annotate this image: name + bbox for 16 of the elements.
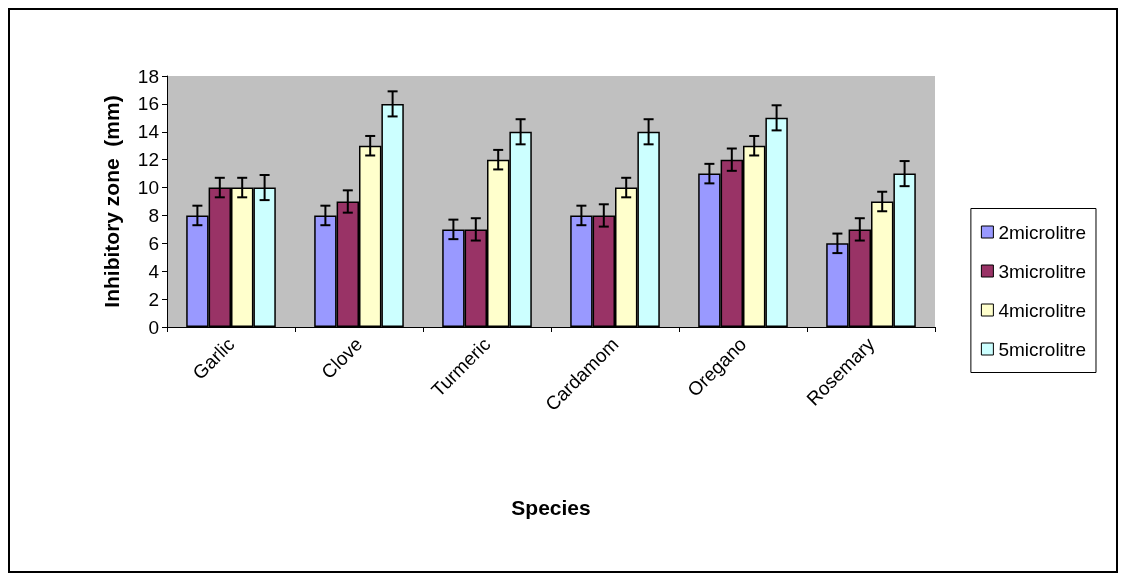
- y-tick-label: 16: [137, 93, 159, 115]
- y-tick-label: 14: [137, 121, 160, 143]
- y-tick-label: 8: [148, 204, 159, 226]
- y-tick-label: 6: [148, 232, 159, 254]
- y-tick-label: 18: [137, 65, 159, 87]
- legend-label: 3microlitre: [998, 260, 1086, 282]
- y-axis-title: Inhibitory zone (mm): [100, 95, 123, 308]
- y-tick-label: 0: [148, 316, 159, 338]
- x-axis-title: Species: [511, 496, 591, 519]
- legend-label: 2microlitre: [998, 221, 1086, 243]
- y-tick-label: 12: [137, 149, 159, 171]
- legend-label: 4microlitre: [998, 299, 1086, 321]
- y-tick-label: 4: [148, 260, 160, 282]
- y-tick-label: 2: [148, 288, 159, 310]
- y-tick-label: 10: [137, 177, 159, 199]
- legend-label: 5microlitre: [998, 338, 1086, 360]
